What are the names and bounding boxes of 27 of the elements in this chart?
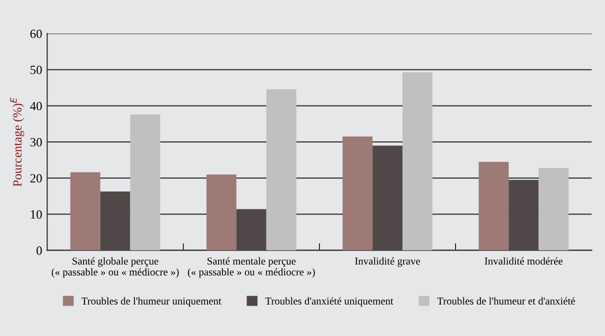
bar: [478, 162, 509, 250]
bar: [266, 89, 296, 250]
y-tick-label: 30: [30, 138, 42, 146]
x-tick-label: Invalidité modérée: [484, 257, 562, 265]
y-tick-label: 20: [30, 174, 42, 183]
bar: [508, 180, 539, 250]
y-tick-label: 0: [36, 246, 42, 255]
bar: [372, 146, 402, 250]
bar: [206, 174, 236, 250]
bar: [402, 72, 432, 250]
bar: [342, 136, 373, 250]
bar: [70, 172, 100, 250]
bar: [538, 168, 569, 250]
legend-label: Troubles de l'humeur et d'anxiété: [437, 297, 575, 305]
y-tick-label: 10: [30, 210, 42, 219]
bar: [100, 191, 130, 250]
x-tick-label: Santé mentale perçue (« passable » ou « médiocre »): [188, 257, 315, 278]
bar: [236, 209, 266, 250]
legend-label: Troubles d'anxiété uniquement: [265, 297, 394, 307]
y-tick-label: 60: [30, 30, 42, 38]
bar: [130, 114, 160, 250]
y-tick-label: 40: [30, 102, 42, 110]
x-tick-label: Invalidité grave: [355, 257, 420, 267]
x-tick-label: Santé globale perçue (« passable » ou « médiocre »): [52, 257, 179, 278]
y-axis-title: Pourcentage (%)$^{E}$: [10, 98, 24, 186]
legend-label: Troubles de l'humeur uniquement: [81, 297, 222, 307]
y-tick-label: 50: [30, 66, 42, 74]
